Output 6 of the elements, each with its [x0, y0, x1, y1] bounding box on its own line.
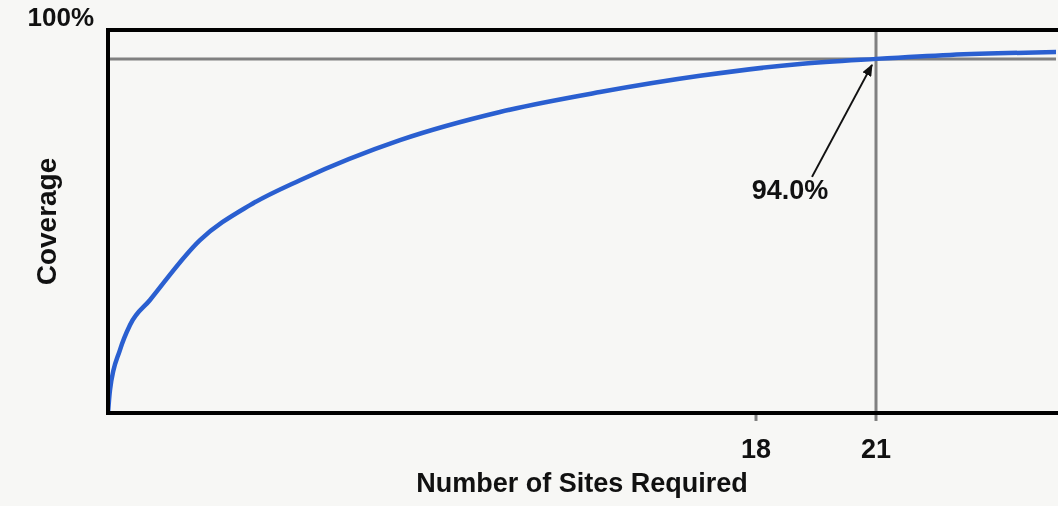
annotation: 94.0% [751, 174, 829, 205]
x-tick-label: 18 [740, 434, 772, 465]
text: 100% [27, 2, 94, 32]
x-axis-title: Number of Sites Required [416, 468, 748, 498]
x-tick-label: 21 [860, 434, 892, 465]
y-axis-title: Coverage [30, 157, 62, 286]
